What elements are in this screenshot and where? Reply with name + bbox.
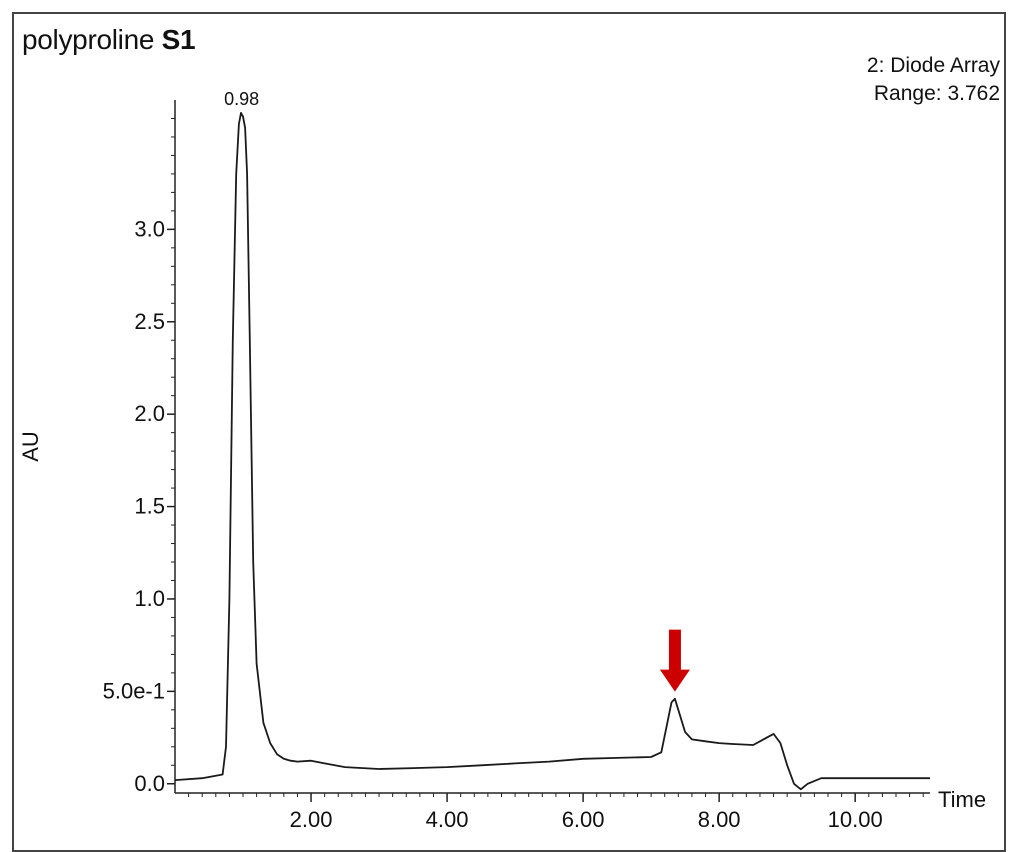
x-tick-label: 10.00: [828, 807, 883, 831]
labels: 0.0 5.0e-1 1.0 1.5 2.0 2.5 3.0 2.00 4.00 6.00 8.00…: [18, 89, 986, 831]
detector-range: Range: 3.762: [873, 82, 1000, 105]
y-axis-title: AU: [18, 431, 43, 462]
x-axis-title: Time: [938, 787, 986, 812]
detector-channel: 2: Diode Array: [866, 54, 1000, 77]
detector-info: 2: Diode Array Range: 3.762: [867, 52, 1000, 108]
chromatogram-plot: 0.0 5.0e-1 1.0 1.5 2.0 2.5 3.0 2.00 4.00 6.00 8.00…: [18, 89, 986, 831]
y-tick-label: 1.5: [134, 494, 165, 519]
x-tick-label: 4.00: [426, 807, 469, 831]
y-tick-label: 2.5: [134, 309, 165, 334]
series-marks: [174, 112, 930, 791]
y-tick-label: 5.0e-1: [103, 678, 165, 703]
y-tick-label: 2.0: [134, 401, 165, 426]
chart-title: polyproline S1: [22, 24, 196, 56]
y-tick-label: 0.0: [134, 771, 165, 796]
x-tick-label: 8.00: [698, 807, 741, 831]
marker-arrow-shaft: [668, 629, 681, 674]
marker-arrow-icon: [659, 669, 690, 692]
chart-title-main: polyproline: [22, 24, 155, 55]
peak-label: 0.98: [224, 89, 259, 109]
x-tick-label: 6.00: [562, 807, 605, 831]
y-tick-label: 3.0: [134, 216, 165, 241]
chart-title-suffix: S1: [161, 24, 196, 55]
chromatogram-trace: [174, 112, 930, 791]
x-tick-label: 2.00: [290, 807, 333, 831]
axes: [167, 100, 930, 802]
y-tick-label: 1.0: [134, 586, 165, 611]
